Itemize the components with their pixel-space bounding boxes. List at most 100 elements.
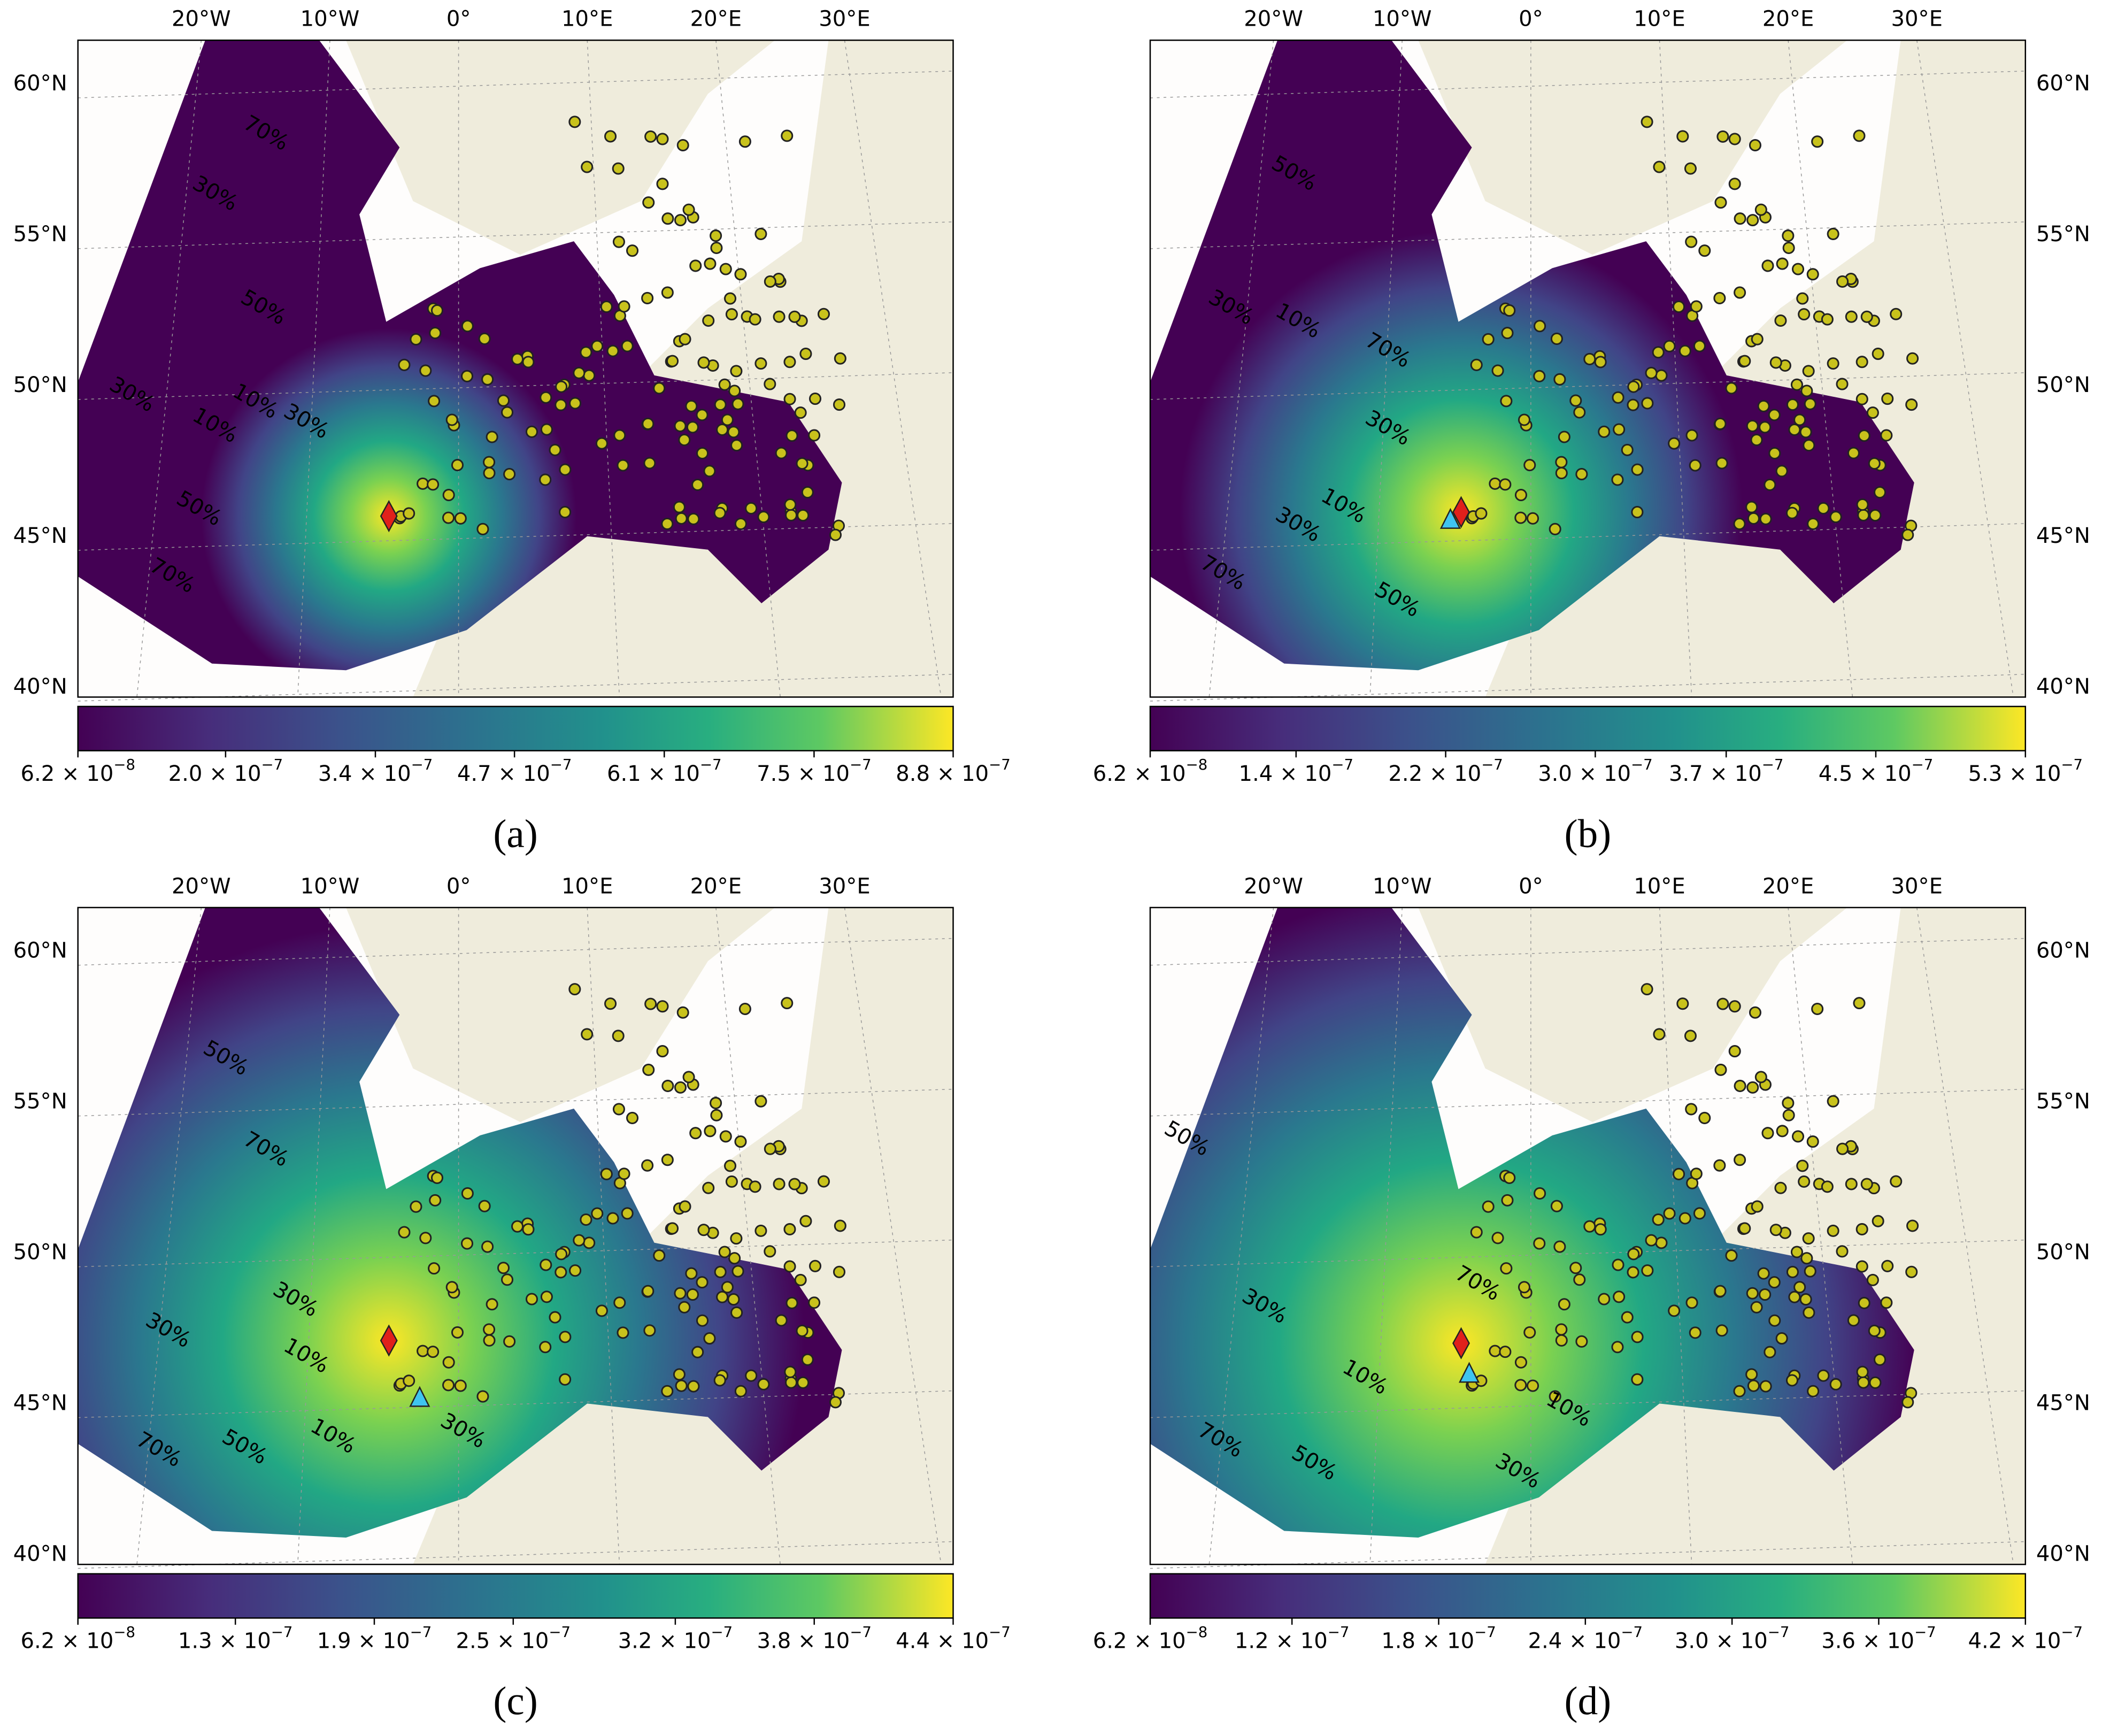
station xyxy=(1693,1207,1706,1220)
station xyxy=(1804,1265,1816,1278)
station xyxy=(1749,139,1761,152)
tick-exponent: −7 xyxy=(1474,1623,1496,1641)
station xyxy=(1745,1368,1758,1381)
station xyxy=(686,1288,699,1301)
station xyxy=(1594,356,1607,368)
station xyxy=(430,304,444,317)
lat-tick-label: 40°N xyxy=(13,1542,67,1566)
station xyxy=(1750,1301,1763,1313)
station xyxy=(1759,1288,1772,1301)
station xyxy=(829,1396,842,1409)
station xyxy=(817,1175,830,1188)
station xyxy=(1827,357,1839,370)
station xyxy=(501,1273,514,1286)
lat-tick-label: 50°N xyxy=(13,373,67,397)
station xyxy=(461,320,474,333)
panel: 20°W 10°W 0° 10°E 20°E 30°E 60°N 55°N 50°N 45°N 40… xyxy=(1093,7,2090,856)
colorbar-tick-label: 3.7 × 10−7 xyxy=(1669,756,1784,786)
station xyxy=(1715,457,1728,470)
colorbar-tick-label: 1.4 × 10−7 xyxy=(1239,756,1354,786)
tick-mantissa: 3.8 × 10 xyxy=(757,1629,850,1654)
station xyxy=(618,300,630,313)
station xyxy=(600,1167,613,1180)
colorbar-tick-label: 7.5 × 10−7 xyxy=(757,756,872,786)
station xyxy=(1514,489,1527,502)
lon-tick-label: 10°W xyxy=(301,874,360,898)
plume xyxy=(1150,40,1914,671)
station xyxy=(410,1200,422,1213)
station xyxy=(1847,1314,1860,1327)
lon-tick-label: 0° xyxy=(1519,874,1543,898)
tick-mantissa: 3.0 × 10 xyxy=(1538,762,1631,786)
station xyxy=(1827,227,1839,240)
station xyxy=(704,1125,717,1138)
station xyxy=(1652,1213,1665,1226)
station xyxy=(559,506,572,519)
station xyxy=(1836,378,1849,390)
tick-exponent: −7 xyxy=(1328,1623,1350,1641)
station xyxy=(1555,456,1568,468)
station xyxy=(1678,1212,1691,1225)
station xyxy=(539,1341,552,1354)
grid-line xyxy=(1150,221,2026,249)
station xyxy=(1611,473,1624,486)
station xyxy=(1685,1103,1698,1116)
tick-exponent: −7 xyxy=(2061,756,2083,773)
tick-exponent: −7 xyxy=(1621,1623,1643,1641)
station xyxy=(1757,1267,1770,1280)
station xyxy=(1533,370,1546,382)
station xyxy=(1673,1167,1685,1180)
station xyxy=(1689,1326,1701,1339)
station xyxy=(1503,1171,1516,1184)
station xyxy=(1906,352,1919,365)
station xyxy=(481,1240,494,1253)
station xyxy=(522,356,535,368)
station xyxy=(1698,244,1711,257)
station xyxy=(1768,1276,1781,1289)
tick-mantissa: 2.0 × 10 xyxy=(168,762,261,786)
station xyxy=(1761,1127,1774,1140)
station xyxy=(1817,502,1830,514)
station xyxy=(1746,419,1759,433)
tick-exponent: −8 xyxy=(1186,756,1208,773)
station xyxy=(1761,259,1774,272)
tick-mantissa: 3.0 × 10 xyxy=(1675,1629,1768,1654)
station xyxy=(1768,1314,1781,1327)
station xyxy=(730,1306,743,1319)
station xyxy=(718,1246,731,1258)
station xyxy=(555,380,568,393)
station xyxy=(674,1081,687,1094)
station xyxy=(730,1232,743,1245)
station xyxy=(1774,314,1787,327)
station xyxy=(606,1212,619,1225)
station xyxy=(710,1096,722,1109)
station xyxy=(419,1232,432,1245)
station xyxy=(713,506,726,519)
station xyxy=(1550,1200,1563,1212)
station xyxy=(1905,398,1918,411)
station xyxy=(613,429,626,442)
station xyxy=(1501,327,1514,340)
station xyxy=(1527,1379,1539,1392)
station xyxy=(1798,308,1811,321)
station xyxy=(642,196,655,209)
station xyxy=(809,1259,822,1272)
station xyxy=(501,406,514,419)
station xyxy=(460,370,474,382)
map-frame xyxy=(1149,907,2027,1565)
station xyxy=(703,465,716,478)
station xyxy=(583,1236,596,1249)
station xyxy=(476,1390,489,1403)
tick-mantissa: 8.8 × 10 xyxy=(896,762,989,786)
station xyxy=(1869,509,1882,522)
station xyxy=(642,1063,655,1076)
station xyxy=(1747,512,1760,525)
station xyxy=(716,1291,729,1303)
station xyxy=(1612,1258,1624,1271)
plume xyxy=(78,40,842,671)
station xyxy=(454,1379,467,1392)
station xyxy=(696,447,709,460)
colorbar-tick-label: 3.0 × 10−7 xyxy=(1675,1623,1790,1654)
station xyxy=(1575,1335,1588,1348)
station xyxy=(644,997,657,1010)
